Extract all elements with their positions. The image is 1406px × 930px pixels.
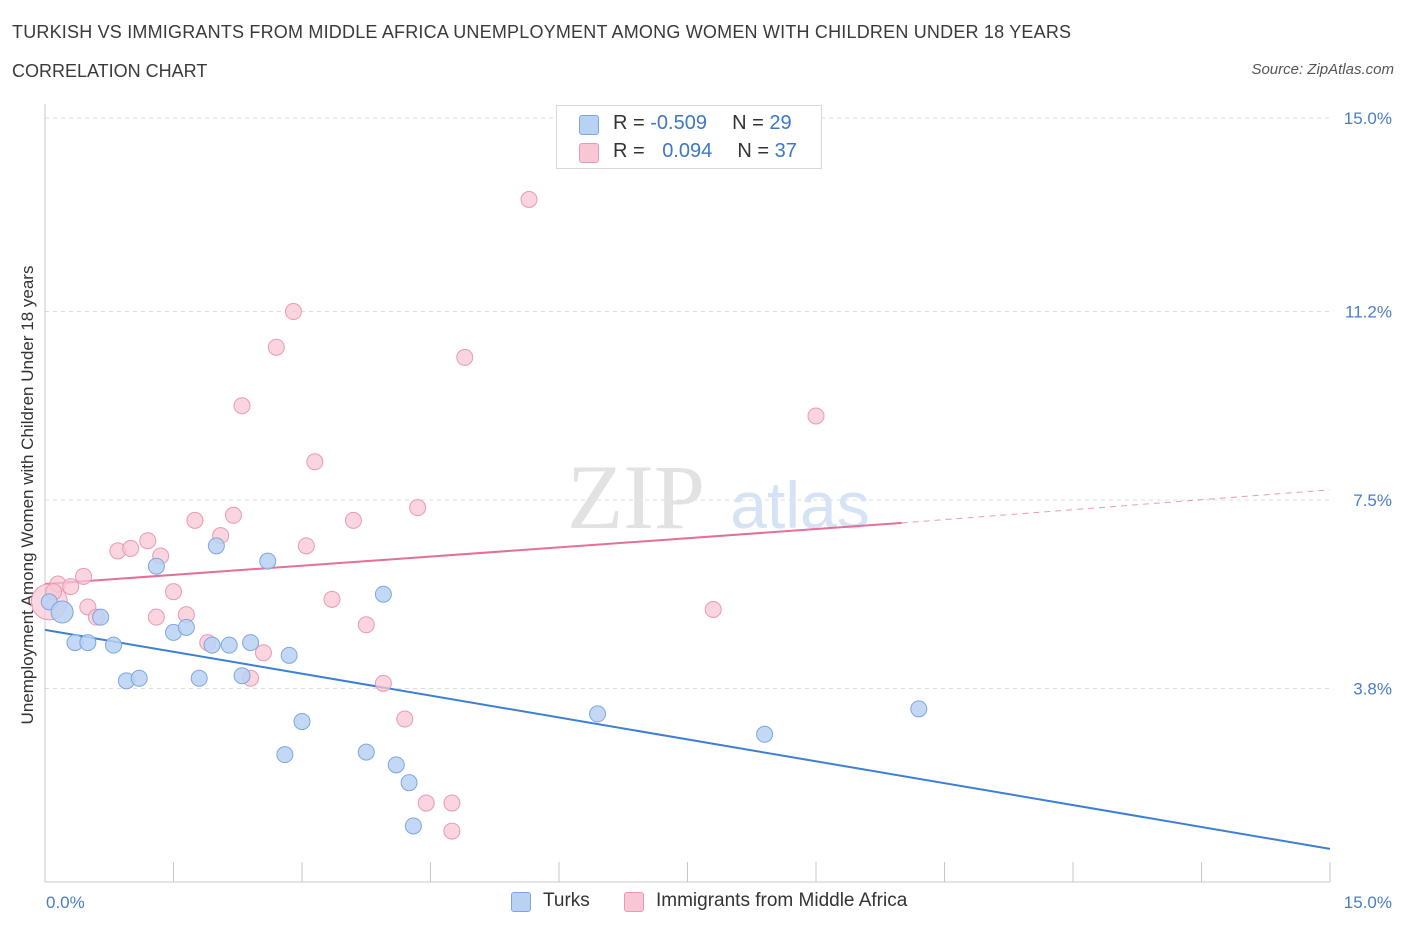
watermark: ZIP atlas bbox=[567, 446, 870, 548]
africa-point bbox=[267, 338, 285, 356]
turks-point bbox=[147, 557, 165, 575]
y-tick-label: 15.0% bbox=[1344, 109, 1392, 128]
africa-swatch bbox=[579, 143, 599, 163]
r-label: R = bbox=[613, 140, 651, 162]
africa-point bbox=[344, 511, 362, 529]
africa-trend-extension bbox=[901, 489, 1331, 524]
africa-point bbox=[443, 822, 461, 840]
turks-point bbox=[242, 634, 260, 652]
chart-subtitle: CORRELATION CHART bbox=[12, 61, 208, 81]
turks-swatch bbox=[579, 115, 599, 135]
r-value: -0.509 bbox=[650, 112, 707, 134]
africa-legend-label: Immigrants from Middle Africa bbox=[656, 890, 908, 911]
turks-point bbox=[177, 618, 195, 636]
data-points bbox=[30, 190, 928, 840]
africa-point bbox=[323, 590, 341, 608]
r-value: 0.094 bbox=[662, 140, 713, 162]
chart-title: TURKISH VS IMMIGRANTS FROM MIDDLE AFRICA… bbox=[12, 22, 1072, 42]
africa-trend-line bbox=[44, 521, 902, 586]
africa-point bbox=[807, 407, 825, 425]
turks-point bbox=[374, 585, 392, 603]
turks-point bbox=[387, 756, 405, 774]
n-value: 29 bbox=[769, 112, 792, 134]
turks-legend-swatch bbox=[511, 892, 531, 912]
y-tick-label: 7.5% bbox=[1353, 491, 1392, 510]
turks-point bbox=[190, 669, 208, 687]
turks-point bbox=[276, 746, 294, 764]
x-tick-label: 15.0% bbox=[1344, 893, 1392, 912]
africa-point bbox=[520, 190, 538, 208]
africa-point bbox=[122, 539, 140, 557]
y-tick-label: 11.2% bbox=[1345, 303, 1392, 322]
turks-point bbox=[756, 725, 774, 743]
source-label: Source: ZipAtlas.com bbox=[1251, 61, 1394, 78]
turks-point bbox=[79, 634, 97, 652]
africa-point bbox=[357, 616, 375, 634]
africa-legend-swatch bbox=[624, 892, 644, 912]
turks-point bbox=[357, 743, 375, 761]
turks-point bbox=[280, 646, 298, 664]
watermark-zip: ZIP bbox=[567, 446, 705, 548]
correlation-legend: R = -0.509 N = 29 R = 0.094 N = 37 bbox=[556, 105, 822, 169]
turks-legend-label: Turks bbox=[543, 890, 590, 911]
africa-point bbox=[456, 348, 474, 366]
africa-point bbox=[62, 578, 80, 596]
axes bbox=[44, 104, 1331, 883]
trend-lines bbox=[44, 489, 1331, 850]
turks-point bbox=[233, 667, 251, 685]
y-tick-label: 3.8% bbox=[1353, 679, 1392, 698]
turks-point bbox=[203, 636, 221, 654]
africa-point bbox=[75, 567, 93, 585]
africa-point bbox=[409, 499, 427, 517]
turks-point bbox=[130, 669, 148, 687]
turks-point bbox=[404, 817, 422, 835]
tick-labels: 3.8% 7.5% 11.2% 15.0% 0.0% 15.0% bbox=[46, 109, 1392, 912]
africa-point bbox=[284, 303, 302, 321]
turks-point bbox=[220, 636, 238, 654]
n-label: N = bbox=[737, 140, 775, 162]
africa-point bbox=[233, 397, 251, 415]
turks-point bbox=[105, 636, 123, 654]
n-value: 37 bbox=[774, 140, 797, 162]
africa-point bbox=[186, 511, 204, 529]
africa-point bbox=[443, 794, 461, 812]
africa-point bbox=[374, 674, 392, 692]
turks-point bbox=[293, 713, 311, 731]
africa-point bbox=[306, 453, 324, 471]
africa-point bbox=[165, 583, 182, 601]
n-label: N = bbox=[732, 112, 770, 134]
africa-point bbox=[224, 506, 242, 524]
africa-point bbox=[139, 532, 157, 550]
turks-point bbox=[92, 608, 110, 626]
africa-point bbox=[147, 608, 165, 626]
africa-point bbox=[417, 794, 435, 812]
turks-point bbox=[589, 705, 607, 723]
x-tick-label: 0.0% bbox=[46, 893, 85, 912]
turks-trend-line bbox=[44, 628, 1331, 850]
turks-point bbox=[910, 700, 928, 718]
turks-point bbox=[259, 552, 277, 570]
turks-point bbox=[400, 774, 418, 792]
turks-point bbox=[207, 537, 225, 555]
africa-point bbox=[704, 601, 722, 619]
turks-point bbox=[50, 600, 74, 624]
africa-point bbox=[254, 644, 272, 662]
r-label: R = bbox=[613, 112, 651, 134]
africa-point bbox=[396, 710, 414, 728]
africa-point bbox=[297, 537, 315, 555]
